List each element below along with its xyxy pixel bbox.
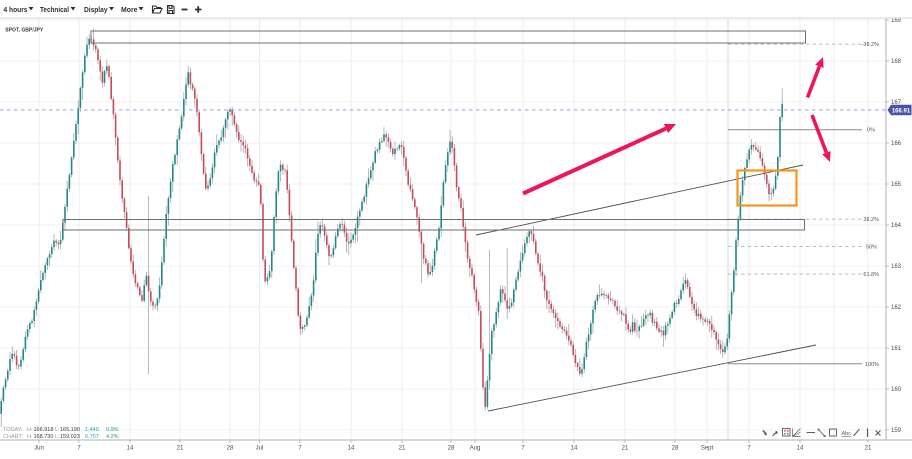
svg-text:161: 161 <box>891 346 902 352</box>
svg-text:More: More <box>121 7 138 14</box>
svg-text:Aug: Aug <box>470 446 481 452</box>
svg-text:28: 28 <box>448 446 455 452</box>
svg-text:21: 21 <box>399 446 406 452</box>
svg-text:Technical: Technical <box>40 7 69 14</box>
svg-text:Jun: Jun <box>34 446 44 452</box>
svg-text:14: 14 <box>348 446 355 452</box>
svg-text:H:: H: <box>27 434 33 440</box>
svg-text:CHART:: CHART: <box>3 434 23 440</box>
svg-text:7: 7 <box>521 446 525 452</box>
svg-text:Jul: Jul <box>256 446 264 452</box>
svg-text:21: 21 <box>177 446 184 452</box>
svg-text:168.730: 168.730 <box>34 434 54 440</box>
svg-text:6.707: 6.707 <box>85 434 99 440</box>
svg-text:165.190: 165.190 <box>60 427 80 433</box>
svg-text:TODAY:: TODAY: <box>3 427 23 433</box>
svg-text:28: 28 <box>672 446 679 452</box>
svg-text:28: 28 <box>227 446 234 452</box>
svg-text:160: 160 <box>891 387 902 393</box>
svg-text:168: 168 <box>891 59 902 65</box>
svg-text:61.8%: 61.8% <box>863 272 879 278</box>
svg-text:167: 167 <box>891 100 902 106</box>
svg-text:100%: 100% <box>865 362 879 368</box>
svg-text:4.2%: 4.2% <box>106 434 119 440</box>
svg-text:Sept: Sept <box>701 446 714 452</box>
svg-text:14: 14 <box>571 446 578 452</box>
svg-text:4 hours: 4 hours <box>4 7 28 14</box>
svg-text:164: 164 <box>891 223 902 229</box>
svg-text:50%: 50% <box>866 245 877 251</box>
svg-text:169: 169 <box>891 18 902 24</box>
svg-text:166: 166 <box>891 141 902 147</box>
svg-text:166.918: 166.918 <box>34 427 54 433</box>
svg-text:1.440: 1.440 <box>85 427 99 433</box>
svg-text:21: 21 <box>865 446 872 452</box>
svg-text:14: 14 <box>127 446 134 452</box>
svg-text:Display: Display <box>84 7 108 14</box>
svg-text:0%: 0% <box>867 128 875 134</box>
svg-text:166.91: 166.91 <box>892 108 911 114</box>
svg-text:159.023: 159.023 <box>60 434 80 440</box>
svg-text:7: 7 <box>298 446 302 452</box>
svg-text:165: 165 <box>891 182 902 188</box>
svg-text:0.9%: 0.9% <box>106 427 119 433</box>
svg-text:159: 159 <box>891 428 902 434</box>
svg-text:H:: H: <box>27 427 33 433</box>
svg-text:L:: L: <box>55 427 60 433</box>
svg-text:163: 163 <box>891 264 902 270</box>
svg-text:Abc: Abc <box>842 431 852 437</box>
svg-text:14: 14 <box>797 446 804 452</box>
svg-text:L:: L: <box>55 434 60 440</box>
svg-text:162: 162 <box>891 305 902 311</box>
svg-text:SPOT, GBP/JPY: SPOT, GBP/JPY <box>5 27 43 33</box>
svg-text:38.2%: 38.2% <box>863 217 879 223</box>
svg-text:7: 7 <box>747 446 751 452</box>
svg-text:-38.2%: -38.2% <box>862 42 880 48</box>
svg-text:7: 7 <box>77 446 81 452</box>
svg-text:21: 21 <box>622 446 629 452</box>
